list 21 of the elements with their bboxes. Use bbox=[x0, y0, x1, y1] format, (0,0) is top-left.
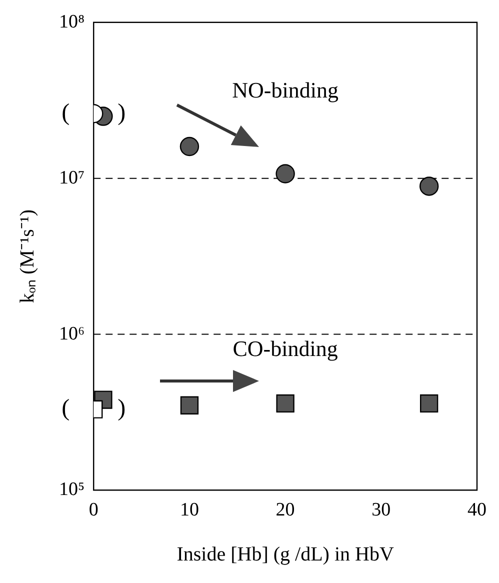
point bbox=[276, 394, 294, 413]
y-tick-label: 10⁵ bbox=[59, 479, 85, 500]
annotation: ( ) bbox=[62, 396, 126, 422]
y-axis-title: kₒₙ (M⁻¹s⁻¹) bbox=[16, 209, 38, 304]
x-axis-title: Inside [Hb] (g /dL) in HbV bbox=[176, 543, 394, 566]
x-tick-label: 0 bbox=[88, 500, 98, 521]
annotation: ( ) bbox=[62, 100, 126, 126]
x-tick-label: 10 bbox=[180, 500, 199, 521]
x-tick-label: 20 bbox=[276, 500, 295, 521]
y-tick-label: 10⁸ bbox=[59, 11, 85, 32]
text: NO-binding bbox=[232, 77, 338, 102]
point bbox=[420, 394, 438, 413]
x-tick-label: 30 bbox=[372, 500, 391, 521]
point bbox=[419, 176, 439, 196]
y-tick-label: 10⁶ bbox=[59, 323, 85, 344]
y-tick-label: 10⁷ bbox=[59, 167, 85, 188]
point bbox=[276, 164, 295, 184]
x-tick-label: 40 bbox=[468, 500, 486, 521]
text: CO-binding bbox=[232, 336, 338, 362]
point bbox=[180, 396, 199, 414]
point bbox=[180, 136, 200, 156]
